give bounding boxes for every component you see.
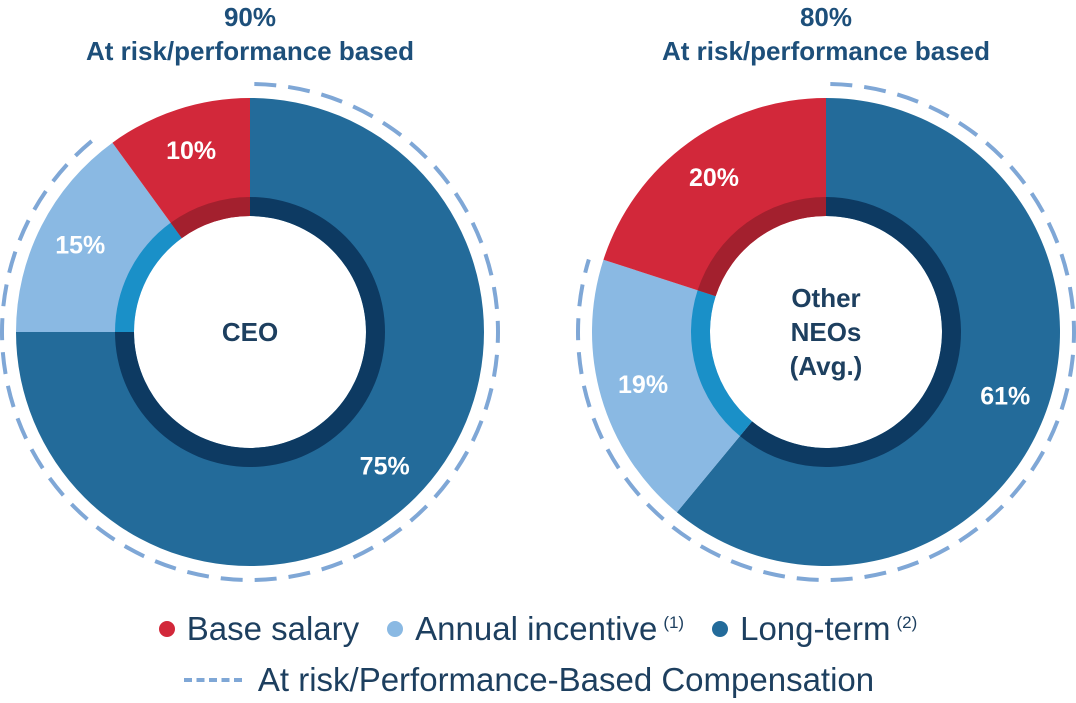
legend-item-long-term: Long-term (2) [712,609,917,649]
legend-item-base-salary: Base salary [158,609,360,649]
neo-inner-ring-long-term [739,197,961,467]
legend-item-annual-incentive: Annual incentive (1) [387,609,684,649]
ceo-inner-ring-annual-incentive [115,222,182,332]
ceo-slice-label-annual-incentive: 15% [55,232,105,260]
neo-slice-base-salary [603,98,826,297]
ceo-inner-ring-base-salary [170,197,250,239]
neo-inner-ring-annual-incentive [691,290,753,437]
ceo-slice-label-long-term: 75% [360,453,410,481]
neo-center-label-line-1: Other [791,283,860,313]
neo-center-label-line-3: (Avg.) [790,351,863,381]
annual-incentive-footnote: (1) [663,613,685,632]
ceo-chart-header: 90% At risk/performance based [0,0,500,68]
neo-at-risk-percent: 80% [799,2,853,32]
ceo-slice-long-term [16,98,484,566]
base-salary-swatch [158,621,175,637]
legend-item-at-risk: At risk/Performance-Based Compensation [183,660,875,700]
neo-slice-label-long-term: 61% [980,383,1030,411]
legend-label-at-risk: At risk/Performance-Based Compensation [257,661,875,698]
neo-pay-mix-donut: 61% 19% 20% Other NEOs (Avg.) [576,82,1076,582]
neo-chart-header: 80% At risk/performance based [576,0,1076,68]
long-term-swatch [712,621,729,637]
annual-incentive-swatch [387,621,404,637]
neo-center-hole [711,217,941,447]
legend-label-long-term: Long-term [740,610,891,647]
neo-center-label-line-2: NEOs [791,317,862,347]
ceo-center-label-line-1: CEO [222,317,278,347]
legend-label-base-salary: Base salary [186,610,360,647]
neo-at-risk-dashed-arc [576,82,1076,582]
legend-at-risk: At risk/Performance-Based Compensation [0,660,1076,700]
neo-inner-ring-base-salary [697,197,826,297]
neo-slice-annual-incentive [592,259,753,513]
legend: Base salary Annual incentive (1) Long-te… [0,609,1076,649]
long-term-footnote: (2) [896,613,918,632]
neo-slice-label-annual-incentive: 19% [618,371,668,399]
ceo-at-risk-label: At risk/performance based [85,36,414,66]
ceo-slice-label-base-salary: 10% [166,137,216,165]
legend-label-annual-incentive: Annual incentive [415,610,658,647]
neo-at-risk-label: At risk/performance based [661,36,990,66]
neo-slice-label-base-salary: 20% [689,164,739,192]
ceo-center-hole [135,217,365,447]
ceo-at-risk-dashed-arc [0,82,500,582]
ceo-pay-mix-donut: 75% 15% 10% CEO [0,82,500,582]
dashed-line-swatch [183,678,242,682]
ceo-at-risk-percent: 90% [223,2,277,32]
